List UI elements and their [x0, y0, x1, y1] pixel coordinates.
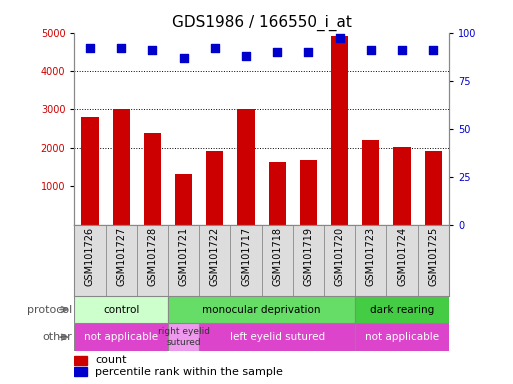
- Bar: [199, 323, 355, 351]
- Text: not applicable: not applicable: [84, 332, 158, 342]
- Point: [180, 55, 188, 61]
- Point: [86, 45, 94, 51]
- Text: GSM101726: GSM101726: [85, 227, 95, 286]
- Bar: [113, 109, 130, 225]
- Point: [148, 47, 156, 53]
- Text: left eyelid sutured: left eyelid sutured: [230, 332, 325, 342]
- Text: right eyelid
sutured: right eyelid sutured: [157, 328, 210, 347]
- Point: [273, 49, 281, 55]
- Bar: [331, 36, 348, 225]
- Point: [304, 49, 312, 55]
- Bar: [269, 162, 286, 225]
- Bar: [74, 356, 88, 364]
- Point: [117, 45, 125, 51]
- Bar: [74, 367, 88, 376]
- Bar: [355, 296, 449, 323]
- Text: GSM101724: GSM101724: [397, 227, 407, 286]
- Bar: [74, 296, 168, 323]
- Point: [367, 47, 375, 53]
- Point: [398, 47, 406, 53]
- Bar: [206, 151, 223, 225]
- Bar: [168, 296, 355, 323]
- Text: count: count: [95, 355, 127, 365]
- Text: protocol: protocol: [27, 305, 72, 314]
- Point: [242, 53, 250, 59]
- Bar: [168, 323, 199, 351]
- Text: control: control: [103, 305, 140, 314]
- Bar: [300, 160, 317, 225]
- Bar: [355, 323, 449, 351]
- Text: dark rearing: dark rearing: [370, 305, 434, 314]
- Point: [211, 45, 219, 51]
- Text: GSM101727: GSM101727: [116, 227, 126, 286]
- Bar: [82, 117, 98, 225]
- Text: GSM101718: GSM101718: [272, 227, 282, 286]
- Text: GSM101725: GSM101725: [428, 227, 438, 286]
- Text: not applicable: not applicable: [365, 332, 439, 342]
- Title: GDS1986 / 166550_i_at: GDS1986 / 166550_i_at: [172, 15, 351, 31]
- Text: percentile rank within the sample: percentile rank within the sample: [95, 367, 283, 377]
- Bar: [393, 147, 410, 225]
- Text: GSM101719: GSM101719: [304, 227, 313, 286]
- Text: monocular deprivation: monocular deprivation: [203, 305, 321, 314]
- Bar: [362, 140, 380, 225]
- Text: GSM101722: GSM101722: [210, 227, 220, 286]
- Text: GSM101728: GSM101728: [147, 227, 157, 286]
- Bar: [144, 133, 161, 225]
- Point: [336, 35, 344, 41]
- Text: GSM101723: GSM101723: [366, 227, 376, 286]
- Point: [429, 47, 438, 53]
- Text: other: other: [42, 332, 72, 342]
- Bar: [425, 151, 442, 225]
- Text: GSM101717: GSM101717: [241, 227, 251, 286]
- Bar: [74, 323, 168, 351]
- Text: GSM101720: GSM101720: [334, 227, 345, 286]
- Text: GSM101721: GSM101721: [179, 227, 189, 286]
- Bar: [238, 109, 254, 225]
- Bar: [175, 174, 192, 225]
